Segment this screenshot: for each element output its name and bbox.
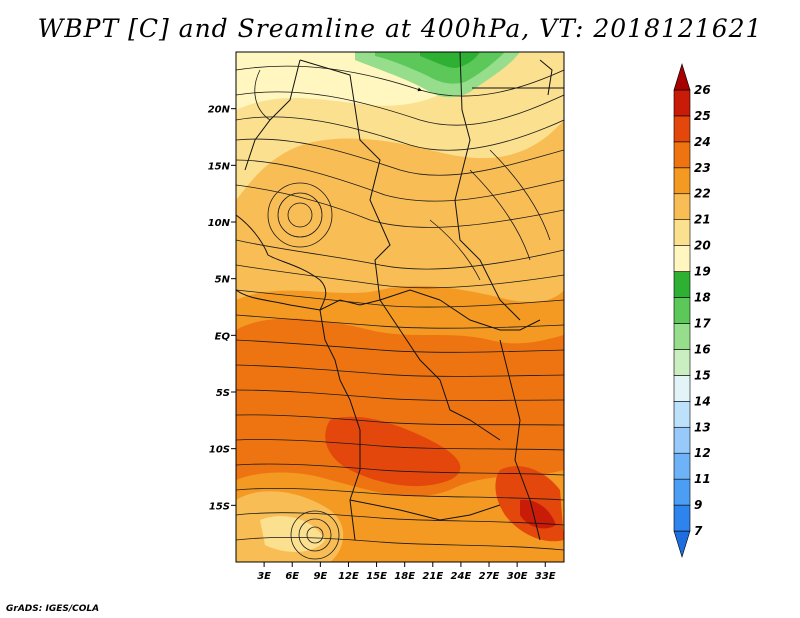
lat-tick-label: EQ <box>215 331 231 342</box>
lat-tick-label: 5N <box>215 275 231 286</box>
map-frame <box>235 51 565 563</box>
lon-tick-label: 6E <box>285 571 299 582</box>
lon-tick-label: 18E <box>394 571 415 582</box>
colorbar-swatch <box>673 115 691 143</box>
colorbar-swatch <box>673 62 691 91</box>
colorbar-swatch <box>673 167 691 195</box>
lon-tick-label: 27E <box>479 571 500 582</box>
lon-tick-label: 9E <box>313 571 327 582</box>
colorbar-label: 11 <box>694 472 711 486</box>
colorbar-swatch <box>673 452 691 480</box>
colorbar-label: 14 <box>694 394 711 408</box>
colorbar-label: 19 <box>694 265 711 279</box>
latitude-axis: 20N 15N 10N 5N EQ 5S 10S 15S <box>208 105 236 512</box>
colorbar-label: 13 <box>694 420 711 434</box>
wbpt-shading <box>236 52 564 562</box>
lon-tick-label: 24E <box>451 571 472 582</box>
colorbar-swatch <box>673 89 691 117</box>
colorbar-label: 24 <box>694 135 711 149</box>
lat-tick-label: 20N <box>208 105 231 116</box>
colorbar-label: 7 <box>694 524 703 538</box>
colorbar-label: 9 <box>694 498 702 512</box>
colorbar-swatch <box>673 504 691 532</box>
colorbar: 7 9 11 12 13 14 15 16 17 18 19 20 21 22 23 24 25 26 <box>673 62 711 559</box>
colorbar-swatch <box>673 297 691 324</box>
colorbar-label: 18 <box>694 291 711 305</box>
colorbar-swatch <box>673 245 691 272</box>
colorbar-swatch <box>673 323 691 350</box>
colorbar-swatch <box>673 375 691 402</box>
lat-tick-label: 5S <box>216 388 230 399</box>
map-title: WBPT [C] and Sreamline at 400hPa, VT: 20… <box>37 14 763 43</box>
colorbar-label: 16 <box>694 342 711 356</box>
lon-tick-label: 33E <box>535 571 556 582</box>
colorbar-label: 26 <box>694 83 711 97</box>
colorbar-swatch <box>673 193 691 220</box>
lon-tick-label: 15E <box>366 571 387 582</box>
colorbar-label: 22 <box>694 187 711 201</box>
colorbar-swatch <box>673 141 691 169</box>
streamlines <box>236 65 564 560</box>
colorbar-label: 15 <box>694 368 711 382</box>
colorbar-swatch <box>673 426 691 454</box>
colorbar-label: 21 <box>694 213 711 227</box>
lon-tick-label: 3E <box>257 571 271 582</box>
lat-tick-label: 15N <box>208 161 231 172</box>
colorbar-label: 23 <box>694 161 711 175</box>
colorbar-swatch <box>673 219 691 246</box>
lat-tick-label: 10S <box>209 445 230 456</box>
colorbar-swatch <box>673 271 691 298</box>
longitude-axis: 3E 6E 9E 12E 15E 18E 21E 24E 27E 30E 33E <box>257 562 556 582</box>
colorbar-swatch <box>673 401 691 428</box>
colorbar-swatch <box>673 478 691 506</box>
colorbar-label: 17 <box>694 316 711 330</box>
lon-tick-label: 30E <box>507 571 528 582</box>
lon-tick-label: 12E <box>338 571 359 582</box>
lon-tick-label: 21E <box>422 571 443 582</box>
lat-tick-label: 15S <box>209 501 230 512</box>
colorbar-swatch <box>673 530 691 559</box>
footer-credit: GrADS: IGES/COLA <box>6 604 100 614</box>
colorbar-label: 20 <box>694 239 711 253</box>
colorbar-swatch <box>673 349 691 376</box>
lat-tick-label: 10N <box>208 218 231 229</box>
colorbar-label: 12 <box>694 446 711 460</box>
colorbar-label: 25 <box>694 109 711 123</box>
